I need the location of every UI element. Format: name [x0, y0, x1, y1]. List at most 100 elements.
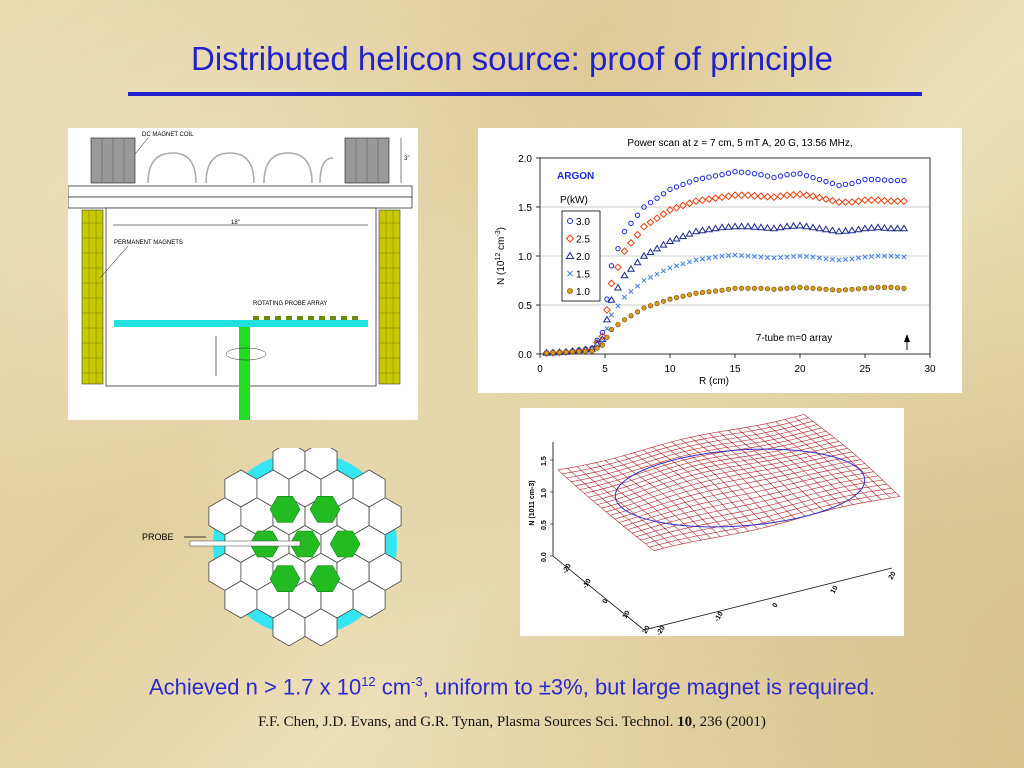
data-point [873, 223, 883, 231]
data-point [646, 218, 655, 227]
data-point [550, 350, 556, 356]
data-point [608, 326, 615, 333]
data-point [849, 286, 855, 292]
data-point [737, 191, 746, 200]
data-point [808, 223, 818, 231]
data-point [654, 195, 660, 201]
data-point [724, 222, 733, 230]
data-point [719, 253, 725, 259]
probe-label: PROBE [142, 532, 174, 542]
data-point [607, 279, 616, 288]
magnet-hatching [82, 210, 400, 384]
data-point [673, 263, 680, 269]
data-point [784, 254, 790, 260]
data-point [784, 171, 790, 178]
data-point [836, 287, 842, 293]
y-tick-label: -20 [656, 625, 667, 636]
tube-array-svg: PROBE [142, 441, 402, 647]
data-point [771, 255, 777, 261]
x-axis [552, 555, 645, 631]
data-point [659, 210, 668, 219]
mesh-line [567, 468, 664, 549]
data-point [829, 287, 836, 293]
data-point [641, 305, 647, 311]
data-point [639, 251, 649, 259]
data-point [888, 253, 894, 259]
x-tick-label: -10 [582, 578, 593, 590]
y-tick-label: 0 [772, 602, 780, 609]
tube-array-diagram: PROBE [140, 441, 410, 648]
data-point [764, 173, 771, 179]
data-point [667, 186, 673, 193]
legend-label: 1.5 [576, 270, 590, 281]
data-point [789, 221, 798, 229]
data-point [750, 191, 759, 200]
mesh-line [592, 441, 839, 502]
data-point [875, 284, 881, 290]
data-point [738, 285, 745, 291]
mesh-line [624, 455, 721, 537]
helicon-tube [309, 495, 341, 523]
mesh-line [653, 496, 901, 551]
data-point [615, 245, 621, 252]
mesh-line [557, 469, 655, 551]
apparatus-diagram: DC MAGNET COIL 3" [67, 128, 418, 420]
mesh-line [728, 430, 825, 512]
legend-label: 1.0 [576, 287, 590, 298]
data-point [693, 257, 699, 263]
data-point [706, 289, 712, 295]
data-point [686, 259, 693, 265]
data-point [659, 240, 668, 248]
data-point [673, 295, 680, 301]
data-point [751, 170, 758, 177]
data-point [725, 286, 732, 292]
data-point [893, 224, 902, 232]
data-point [738, 252, 745, 259]
data-point [795, 221, 805, 229]
data-point [796, 190, 804, 199]
data-point [686, 179, 693, 185]
data-point [680, 181, 686, 188]
data-point [565, 234, 575, 243]
helicon-tube [269, 565, 301, 592]
mesh-line [794, 416, 891, 499]
data-point [836, 257, 842, 263]
data-point [803, 253, 810, 260]
mesh-line [586, 464, 683, 545]
x-axis-label: R (cm) [699, 376, 729, 387]
data-point [627, 239, 635, 247]
legend-item: 2.0 [565, 251, 590, 263]
data-point [802, 222, 811, 230]
data-point [699, 175, 706, 182]
data-point [620, 271, 629, 279]
data-point [783, 191, 791, 200]
data-point [758, 285, 764, 291]
data-point [711, 194, 720, 203]
data-point [868, 285, 875, 291]
mesh-line [576, 466, 674, 547]
y-tick-label: 1.5 [518, 203, 532, 214]
z-tick-label: 0.0 [541, 552, 548, 562]
data-point [821, 225, 831, 233]
y-tick-label: 0.5 [518, 301, 532, 312]
helicon-tube [309, 565, 341, 592]
data-point [744, 191, 752, 200]
data-point [565, 251, 575, 259]
data-point [626, 264, 636, 272]
mesh-line [605, 460, 702, 541]
data-point [745, 285, 751, 291]
data-point [604, 334, 610, 340]
chart-annotation: 7-tube m=0 array [756, 333, 832, 344]
data-point [881, 177, 888, 183]
data-point [563, 349, 569, 355]
data-point [901, 254, 907, 260]
mesh-line [671, 441, 768, 528]
x-tick-label: 15 [729, 364, 741, 375]
data-point [901, 285, 907, 291]
data-point [603, 305, 611, 314]
x-tick-label: 0 [537, 364, 543, 375]
data-point [724, 192, 733, 201]
x-tick-label: 10 [622, 610, 632, 620]
data-point [881, 253, 888, 259]
data-point [602, 315, 612, 323]
